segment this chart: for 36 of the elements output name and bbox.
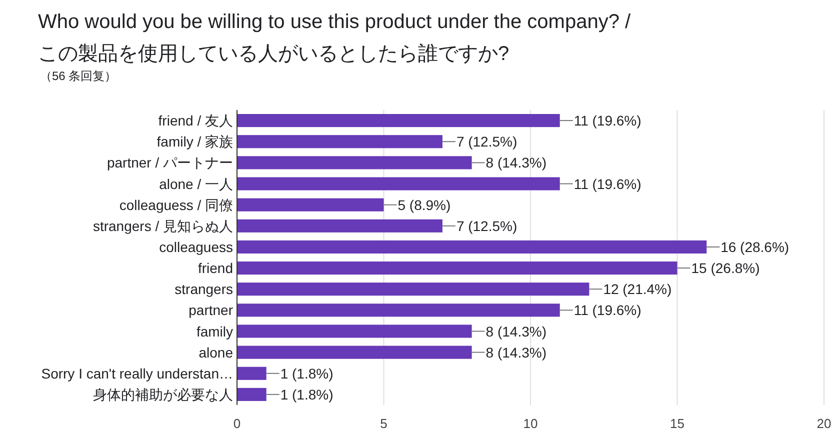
value-label: 12 (21.4%) [603,281,672,298]
category: strangers / 見知らぬ人 [92,218,233,234]
value-label: 11 (19.6%) [574,302,642,318]
category: friend / 友人 [158,112,233,129]
subtitle: （56 条回复） [40,69,117,83]
xtick: 0 [233,416,241,431]
xtick: 15 [670,416,684,431]
value-label: 11 (19.6%) [574,176,642,192]
value-label: 1 (1.8%) [280,386,334,402]
value-label: 8 (14.3%) [486,154,546,171]
value-label: 8 (14.3%) [486,344,546,360]
category: Sorry I can't really understan… [41,365,233,382]
category: alone / 一人 [159,176,233,192]
category: alone [198,344,233,360]
value-label: 8 (14.3%) [486,323,546,340]
category: colleaguess / 同僚 [119,196,233,213]
value-label: 16 (28.6%) [720,238,790,255]
value-label: 11 (19.6%) [574,112,642,129]
xtick: 10 [523,416,538,431]
value-label: 7 (12.5%) [456,134,518,150]
category: strangers [174,281,233,298]
category: family [196,323,233,340]
value-label: 15 (26.8%) [691,260,760,276]
category: 身体的補助が必要な人 [93,386,233,402]
category: partner [188,302,233,318]
category: colleaguess [159,238,233,255]
category: family / 家族 [156,134,233,150]
category: partner / パートナー [106,154,233,171]
xtick: 20 [816,416,832,431]
title: この製品を使用している人がいるとしたら誰ですか? [38,43,510,65]
value-label: 7 (12.5%) [456,218,518,234]
xtick: 5 [380,416,388,431]
title: Who would you be willing to use this product under the company? / [38,11,631,33]
category: friend [198,260,233,276]
value-label: 1 (1.8%) [280,365,334,382]
value-label: 5 (8.9%) [398,196,451,213]
